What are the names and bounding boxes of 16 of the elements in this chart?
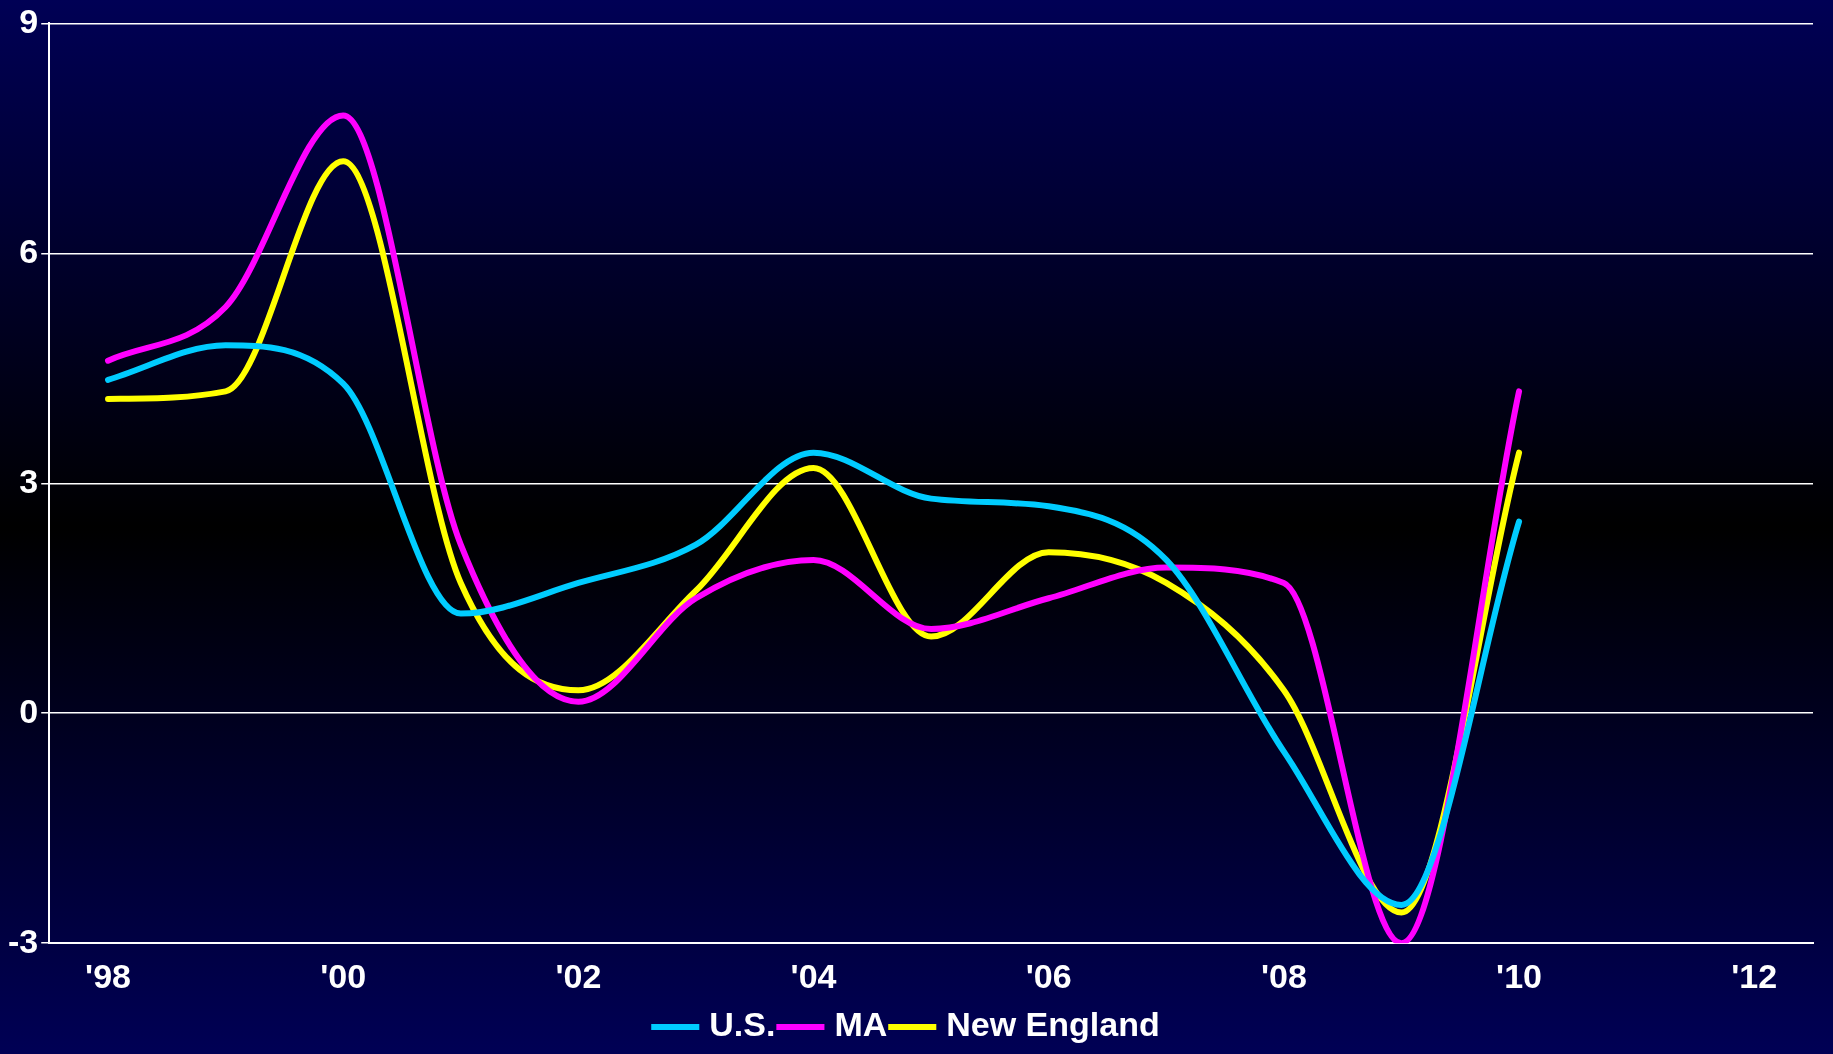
x-tick-label: '04: [790, 956, 837, 995]
x-tick-label: '08: [1260, 956, 1307, 995]
legend-label: U.S.: [709, 1005, 776, 1044]
legend-label: New England: [946, 1005, 1160, 1044]
y-tick-label: 3: [19, 461, 39, 500]
y-tick-label: -3: [8, 921, 39, 960]
x-tick-label: '02: [555, 956, 602, 995]
legend-label: MA: [834, 1005, 888, 1044]
y-tick-label: 6: [19, 231, 39, 270]
y-tick-label: 0: [19, 691, 39, 730]
x-tick-label: '98: [85, 956, 131, 995]
y-tick-label: 9: [19, 1, 39, 40]
x-tick-label: '12: [1731, 956, 1778, 995]
x-tick-label: '10: [1496, 956, 1542, 995]
x-tick-label: '00: [320, 956, 367, 995]
x-tick-label: '06: [1025, 956, 1072, 995]
